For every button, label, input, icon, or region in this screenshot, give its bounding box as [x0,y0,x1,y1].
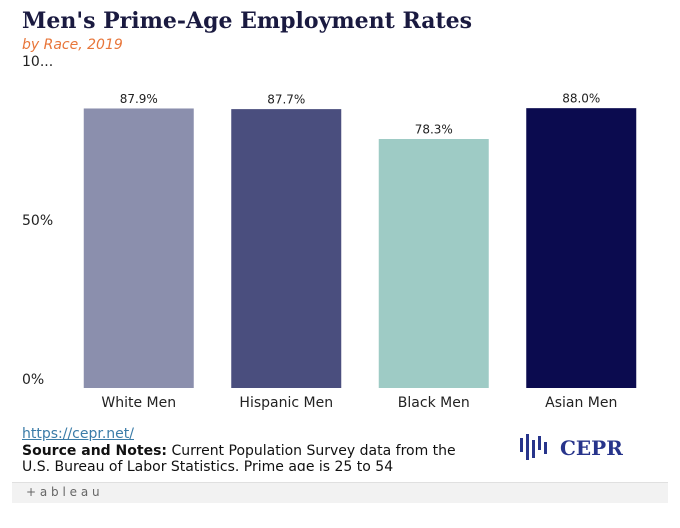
value-label: 78.3% [415,123,453,137]
chart: Men's Prime-Age Employment Rates by Race… [22,8,637,460]
x-tick-label: Asian Men [545,395,617,411]
x-tick-label: White Men [101,395,176,411]
y-tick-label: 50% [22,213,53,229]
source-text: Current Population Survey data from the … [22,443,456,471]
logo: CEPR [560,436,623,460]
logo-mark [520,434,547,460]
bar [378,139,489,388]
tableau-brand[interactable]: + a b l e a u [26,485,100,499]
bar [83,108,194,388]
value-label: 88.0% [562,92,600,106]
chart-subtitle: by Race, 2019 [22,37,123,53]
bar [231,109,342,388]
toolbar: + a b l e a u [12,482,668,503]
source-label: Source and Notes: [22,443,168,459]
x-tick-label: Black Men [398,395,470,411]
bar [526,108,637,388]
value-label: 87.7% [267,93,305,107]
y-tick-label: 0% [22,372,44,388]
source-notes: Source and Notes: Current Population Sur… [22,443,462,471]
value-label: 87.9% [120,92,158,106]
source-link[interactable]: https://cepr.net/ [22,426,134,442]
x-tick-label: Hispanic Men [239,395,333,411]
chart-title: Men's Prime-Age Employment Rates [22,8,472,34]
y-tick-label: 10... [22,54,53,70]
